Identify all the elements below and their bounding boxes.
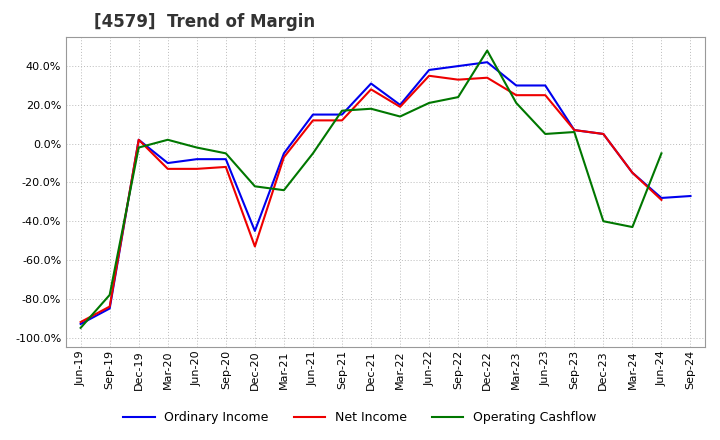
Net Income	[251, 244, 259, 249]
Operating Cashflow	[163, 137, 172, 143]
Net Income	[396, 104, 405, 110]
Operating Cashflow	[309, 151, 318, 156]
Legend: Ordinary Income, Net Income, Operating Cashflow: Ordinary Income, Net Income, Operating C…	[118, 407, 602, 429]
Line: Operating Cashflow: Operating Cashflow	[81, 51, 662, 328]
Operating Cashflow	[222, 151, 230, 156]
Operating Cashflow	[279, 187, 288, 193]
Net Income	[599, 131, 608, 136]
Operating Cashflow	[425, 100, 433, 106]
Operating Cashflow	[628, 224, 636, 230]
Line: Ordinary Income: Ordinary Income	[81, 62, 690, 324]
Ordinary Income	[686, 193, 695, 198]
Operating Cashflow	[570, 129, 579, 135]
Net Income	[425, 73, 433, 78]
Operating Cashflow	[76, 325, 85, 330]
Ordinary Income	[135, 137, 143, 143]
Net Income	[309, 118, 318, 123]
Operating Cashflow	[512, 100, 521, 106]
Operating Cashflow	[541, 131, 549, 136]
Net Income	[222, 164, 230, 169]
Net Income	[541, 92, 549, 98]
Net Income	[135, 137, 143, 143]
Ordinary Income	[192, 157, 201, 162]
Ordinary Income	[76, 321, 85, 326]
Ordinary Income	[279, 151, 288, 156]
Net Income	[192, 166, 201, 172]
Ordinary Income	[338, 112, 346, 117]
Operating Cashflow	[105, 292, 114, 297]
Net Income	[628, 170, 636, 176]
Operating Cashflow	[338, 108, 346, 114]
Ordinary Income	[570, 128, 579, 133]
Net Income	[512, 92, 521, 98]
Ordinary Income	[599, 131, 608, 136]
Net Income	[76, 319, 85, 325]
Net Income	[338, 118, 346, 123]
Ordinary Income	[396, 102, 405, 107]
Ordinary Income	[105, 306, 114, 311]
Ordinary Income	[512, 83, 521, 88]
Ordinary Income	[541, 83, 549, 88]
Operating Cashflow	[599, 219, 608, 224]
Ordinary Income	[425, 67, 433, 73]
Ordinary Income	[251, 228, 259, 234]
Net Income	[454, 77, 462, 82]
Ordinary Income	[309, 112, 318, 117]
Ordinary Income	[483, 59, 492, 65]
Operating Cashflow	[192, 145, 201, 150]
Line: Net Income: Net Income	[81, 76, 662, 322]
Ordinary Income	[657, 195, 666, 201]
Operating Cashflow	[251, 183, 259, 189]
Operating Cashflow	[454, 95, 462, 100]
Ordinary Income	[628, 170, 636, 176]
Ordinary Income	[454, 63, 462, 69]
Net Income	[483, 75, 492, 81]
Operating Cashflow	[483, 48, 492, 53]
Net Income	[163, 166, 172, 172]
Ordinary Income	[366, 81, 375, 86]
Net Income	[366, 87, 375, 92]
Operating Cashflow	[135, 145, 143, 150]
Operating Cashflow	[657, 151, 666, 156]
Net Income	[105, 304, 114, 309]
Net Income	[279, 154, 288, 160]
Net Income	[657, 197, 666, 202]
Text: [4579]  Trend of Margin: [4579] Trend of Margin	[94, 13, 315, 31]
Net Income	[570, 128, 579, 133]
Ordinary Income	[222, 157, 230, 162]
Ordinary Income	[163, 161, 172, 166]
Operating Cashflow	[366, 106, 375, 111]
Operating Cashflow	[396, 114, 405, 119]
